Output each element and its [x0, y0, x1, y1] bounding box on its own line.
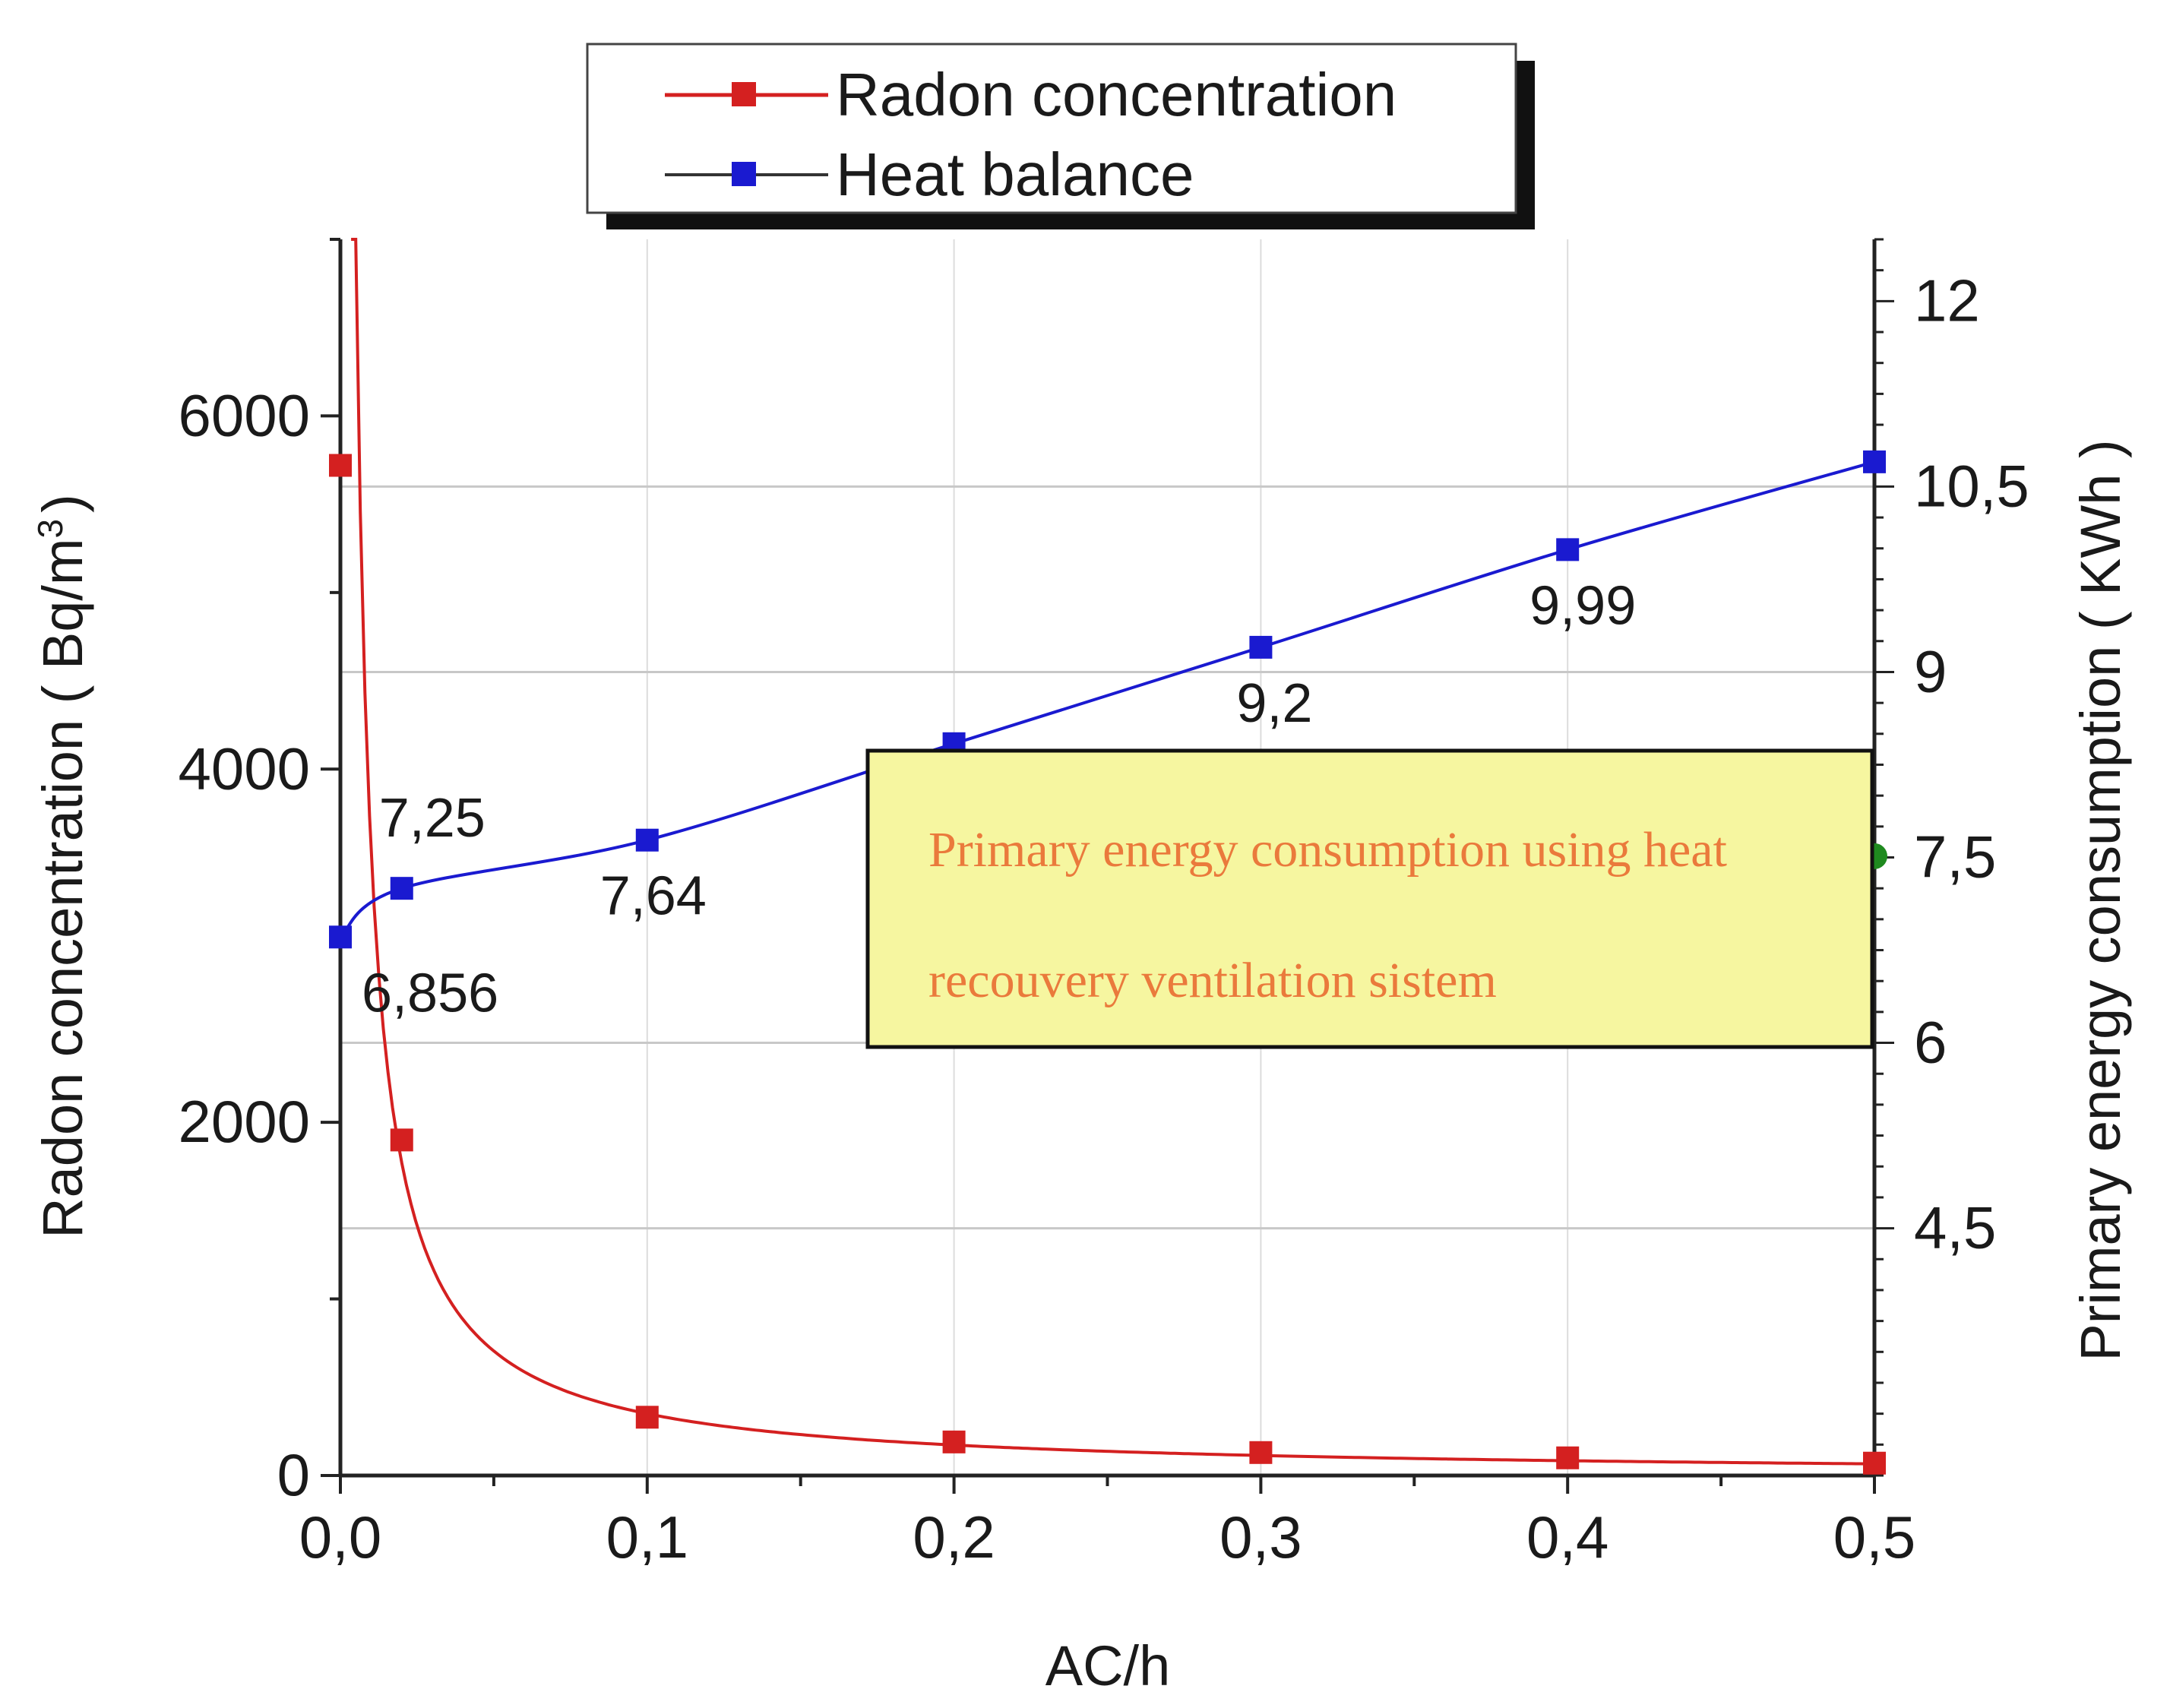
x-tick-label: 0,0	[299, 1504, 381, 1570]
radon-data-point	[390, 1128, 413, 1152]
y-tick-label: 6000	[178, 381, 310, 448]
radon-data-point	[942, 1430, 966, 1453]
annotation-text-line-1: Primary energy consumption using heat	[928, 822, 1727, 878]
y2-tick-label: 7,5	[1914, 824, 1996, 890]
radon-data-point	[1249, 1441, 1273, 1464]
heat-balance-line	[339, 460, 1875, 938]
legend-radon-marker	[732, 82, 756, 106]
left-y-axis-title-close: )	[31, 494, 94, 513]
radon-fit-line	[351, 238, 1870, 1466]
y-tick-label: 2000	[178, 1088, 310, 1155]
legend: Radon concentration Heat balance	[586, 43, 1535, 229]
heat-balance-data-label: 7,25	[379, 788, 486, 849]
heat-balance-data-point	[390, 877, 413, 900]
heat-balance-data-label: 9,99	[1529, 575, 1636, 636]
radon-data-point	[635, 1406, 659, 1429]
y2-tick-label: 12	[1914, 267, 1980, 334]
heat-balance-data-point	[1863, 450, 1886, 473]
left-y-axis-title-main: Radon concentration ( Bq/m	[31, 538, 94, 1238]
y2-tick-label: 6	[1914, 1009, 1947, 1076]
x-tick-label: 0,4	[1526, 1504, 1609, 1570]
annotation-box-background	[865, 748, 1874, 1049]
annotation-box: Primary energy consumption using heat re…	[865, 748, 1874, 1049]
y-tick-label: 0	[277, 1441, 310, 1508]
y2-tick-label: 9	[1914, 637, 1947, 704]
heat-balance-data-point	[329, 925, 352, 949]
annotation-text-line-2: recouvery ventilation sistem	[928, 953, 1497, 1008]
heat-balance-data-point	[1249, 635, 1273, 659]
right-y-axis-title: Primary energy consumption ( KWh )	[2069, 439, 2132, 1361]
radon-data-point	[1556, 1446, 1580, 1469]
legend-radon-label: Radon concentration	[836, 61, 1397, 128]
x-tick-label: 0,1	[606, 1504, 688, 1570]
y2-tick-label: 4,5	[1914, 1194, 1996, 1261]
left-y-axis-ticks: 0 2000 4000 6000	[178, 238, 340, 1508]
x-tick-label: 0,5	[1833, 1504, 1915, 1570]
heat-balance-data-label: 6,856	[362, 963, 498, 1023]
y-tick-label: 4000	[178, 735, 310, 802]
heat-balance-data-label: 9,2	[1236, 673, 1312, 734]
x-axis-title: AC/h	[1045, 1634, 1171, 1697]
x-tick-label: 0,3	[1219, 1504, 1302, 1570]
radon-data-point	[329, 454, 352, 477]
left-y-axis-title-superscript: 3	[30, 519, 70, 539]
legend-heat-marker	[732, 162, 756, 186]
right-y-axis-ticks: 4,5 6 7,5 9 10,5 12	[1874, 238, 2029, 1477]
x-axis-ticks: 0,0 0,1 0,2 0,3 0,4 0,5	[299, 1476, 1915, 1570]
left-y-axis-title: Radon concentration ( Bq/m3)	[30, 494, 94, 1238]
heat-balance-data-point	[1556, 538, 1580, 561]
legend-heat-label: Heat balance	[836, 141, 1194, 208]
x-tick-label: 0,2	[913, 1504, 995, 1570]
heat-balance-data-label: 7,64	[600, 866, 707, 927]
series-radon-concentration	[329, 238, 1886, 1475]
y2-tick-label: 10,5	[1914, 452, 2029, 519]
heat-balance-data-point	[635, 828, 659, 852]
radon-data-point	[1863, 1451, 1886, 1475]
